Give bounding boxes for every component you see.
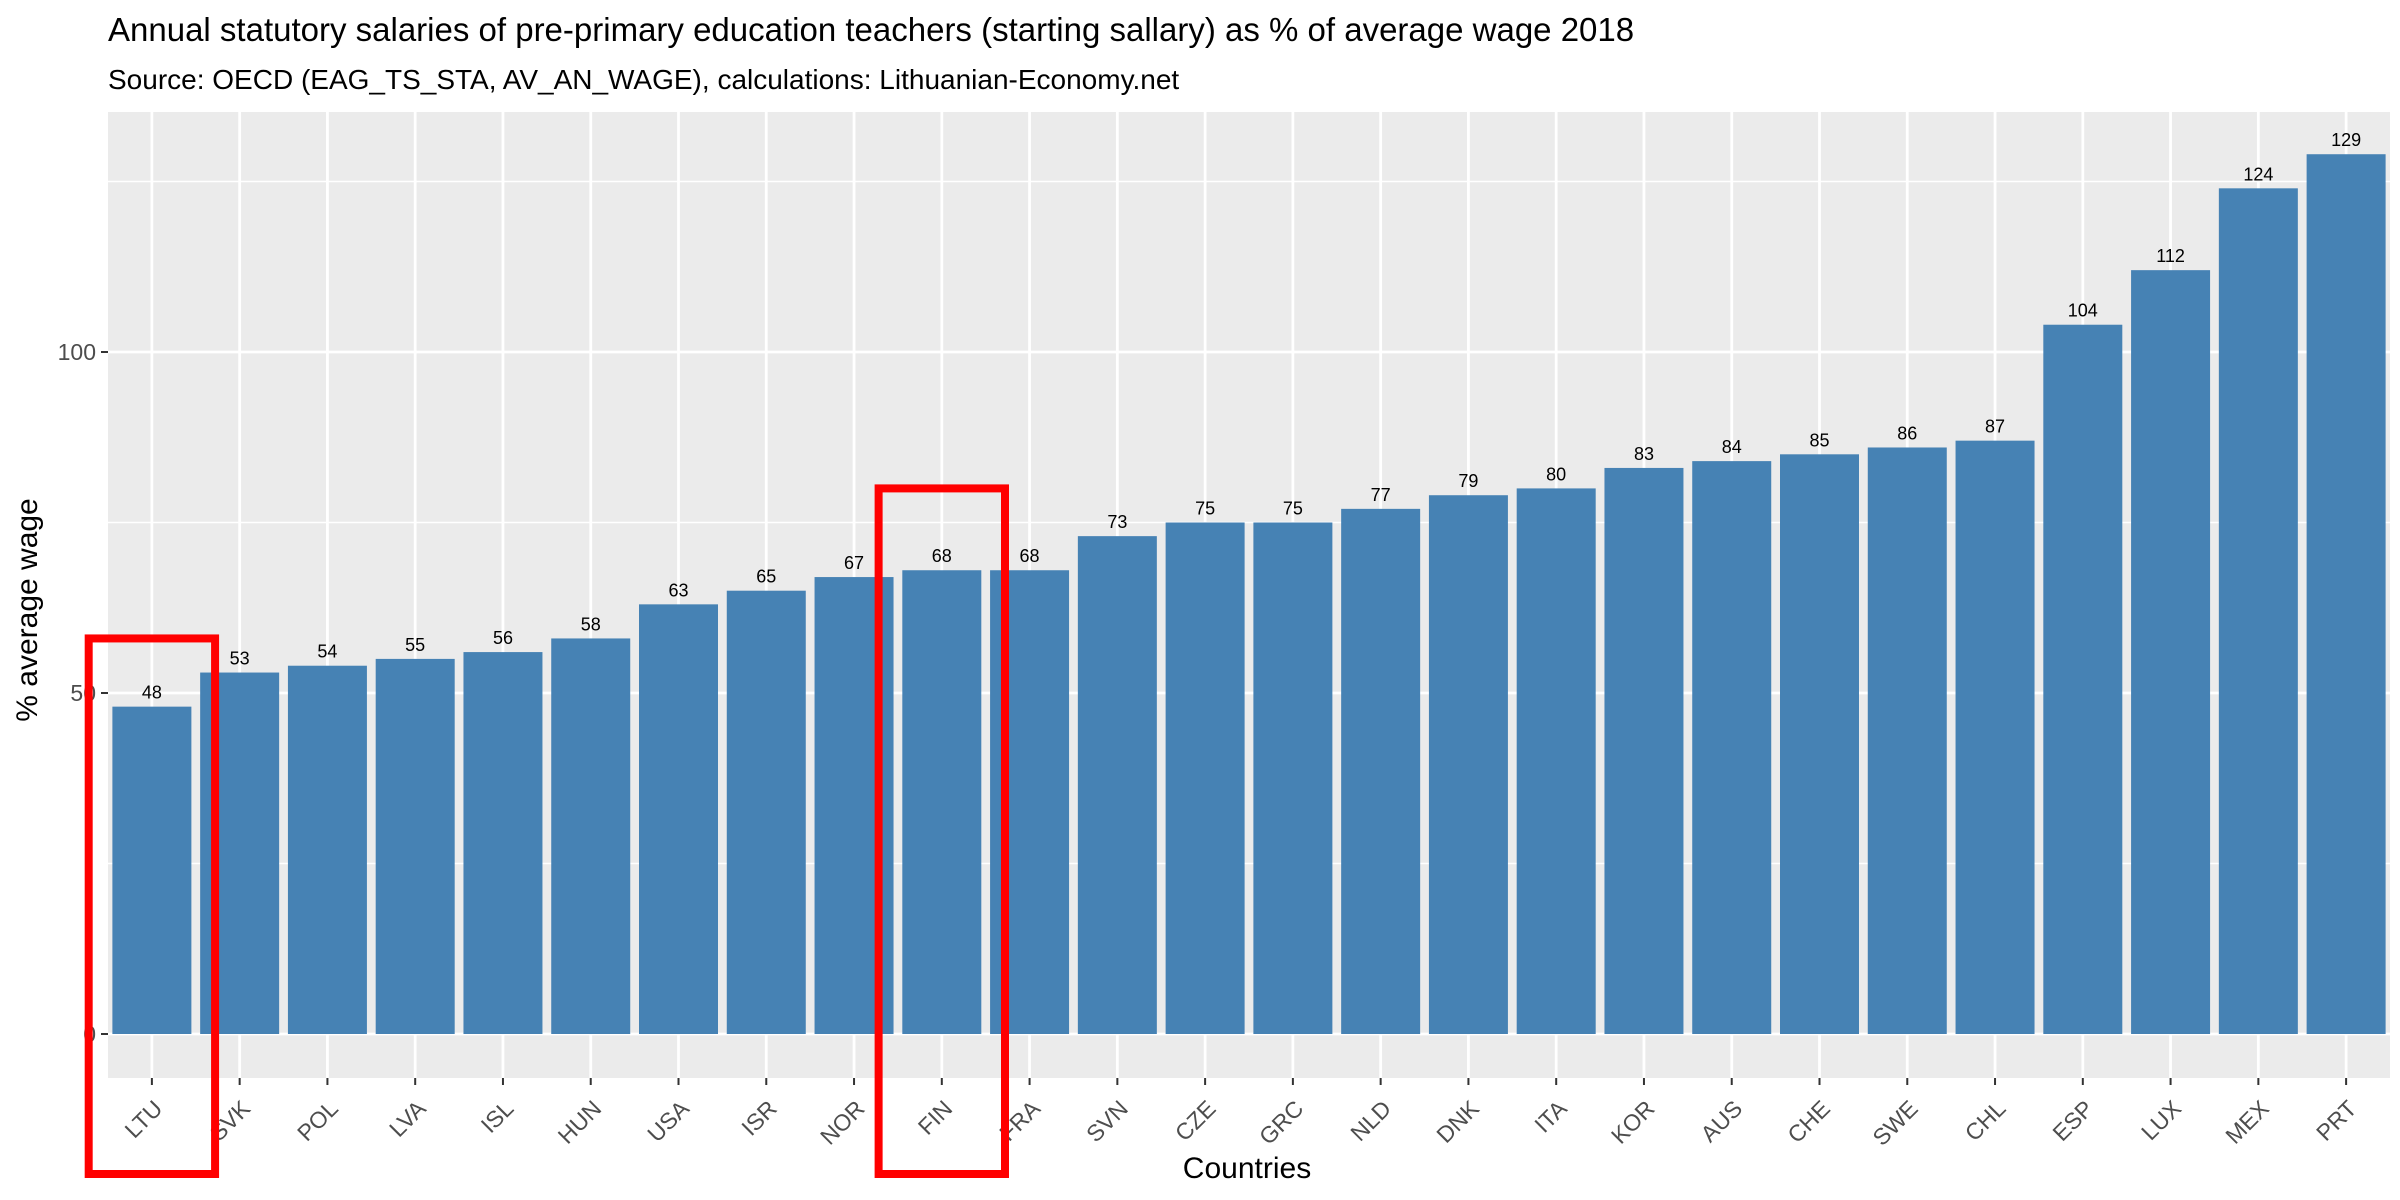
bar-label-usa: 63 — [668, 580, 688, 600]
bar-isr — [726, 590, 806, 1034]
bar-label-prt: 129 — [2331, 130, 2361, 150]
bar-label-mex: 124 — [2243, 164, 2273, 184]
bar-pol — [287, 665, 367, 1034]
chart-subtitle: Source: OECD (EAG_TS_STA, AV_AN_WAGE), c… — [108, 64, 1179, 95]
bar-label-fra: 68 — [1020, 546, 1040, 566]
x-tick-label-prt: PRT — [2311, 1095, 2362, 1146]
x-tick-label-mex: MEX — [2220, 1095, 2274, 1149]
bar-ita — [1516, 488, 1596, 1034]
x-tick-label-kor: KOR — [1606, 1095, 1660, 1149]
x-tick-label-swe: SWE — [1867, 1095, 1922, 1150]
x-tick-label-hun: HUN — [553, 1095, 607, 1149]
x-tick-label-grc: GRC — [1254, 1095, 1309, 1150]
bar-grc — [1253, 522, 1333, 1034]
bar-label-pol: 54 — [317, 642, 337, 662]
y-tick-label: 100 — [58, 339, 96, 365]
x-axis-title: Countries — [1183, 1152, 1311, 1185]
bar-label-kor: 83 — [1634, 444, 1654, 464]
bar-aus — [1692, 461, 1772, 1034]
x-tick-label-isl: ISL — [476, 1095, 519, 1138]
x-tick-label-chl: CHL — [1960, 1095, 2011, 1146]
x-tick-label-svn: SVN — [1081, 1095, 1133, 1147]
highlight-boxes — [84, 484, 1010, 1178]
bar-usa — [639, 604, 718, 1034]
bar-dnk — [1428, 495, 1508, 1035]
bar-label-esp: 104 — [2068, 301, 2098, 321]
bar-label-isl: 56 — [493, 628, 513, 648]
x-tick-label-lva: LVA — [384, 1095, 431, 1142]
bar-label-isr: 65 — [756, 567, 776, 587]
x-tick-label-usa: USA — [642, 1095, 694, 1147]
bar-label-grc: 75 — [1283, 499, 1303, 519]
x-tick-label-cze: CZE — [1170, 1095, 1221, 1146]
bar-hun — [551, 638, 631, 1034]
x-axis: LTU SVK POL LVA ISL HUN USA ISR NOR FIN FRA SVN CZE G… — [120, 1078, 2362, 1151]
chart-title: Annual statutory salaries of pre-primary… — [108, 11, 1634, 48]
bar-label-dnk: 79 — [1458, 471, 1478, 491]
x-tick-label-nor: NOR — [815, 1095, 870, 1150]
bar-label-svn: 73 — [1107, 512, 1127, 532]
bar-mex — [2218, 188, 2298, 1034]
bar-cze — [1165, 522, 1245, 1034]
x-tick-label-aus: AUS — [1695, 1095, 1747, 1147]
bar-label-ltu: 48 — [142, 683, 162, 703]
x-tick-label-isr: ISR — [736, 1095, 781, 1140]
bar-label-lva: 55 — [405, 635, 425, 655]
x-tick-label-ltu: LTU — [120, 1095, 168, 1143]
bar-chl — [1955, 440, 2035, 1034]
bar-label-che: 85 — [1809, 430, 1829, 450]
x-tick-label-nld: NLD — [1345, 1095, 1396, 1146]
bar-lva — [375, 658, 455, 1034]
bar-ltu — [112, 706, 192, 1034]
bar-label-svk: 53 — [230, 649, 250, 669]
x-tick-label-lux: LUX — [2136, 1095, 2186, 1145]
bar-kor — [1604, 467, 1684, 1034]
bar-che — [1780, 454, 1859, 1034]
bar-lux — [2131, 270, 2211, 1034]
x-tick-label-ita: ITA — [1529, 1095, 1572, 1138]
highlight-box-ltu — [84, 634, 220, 1178]
bar-data-labels: 48 53 54 55 56 58 63 65 67 68 68 73 75 75 77 79 80 83 84 85… — [142, 130, 2361, 702]
x-tick-label-pol: POL — [292, 1095, 343, 1146]
bar-label-nor: 67 — [844, 553, 864, 573]
bar-label-chl: 87 — [1985, 417, 2005, 437]
bar-label-hun: 58 — [581, 614, 601, 634]
bar-label-lux: 112 — [2156, 246, 2185, 266]
bar-esp — [2043, 324, 2123, 1035]
bar-label-nld: 77 — [1371, 485, 1391, 505]
bar-label-cze: 75 — [1195, 499, 1215, 519]
bar-label-swe: 86 — [1897, 423, 1917, 443]
y-axis-title: % average wage — [11, 498, 44, 721]
x-tick-label-che: CHE — [1782, 1095, 1835, 1148]
bar-fin — [902, 570, 982, 1034]
bar-nld — [1341, 508, 1421, 1034]
bar-label-ita: 80 — [1546, 464, 1566, 484]
bar-svn — [1077, 536, 1157, 1034]
bar-isl — [463, 652, 543, 1034]
bar-swe — [1867, 447, 1947, 1035]
bar-label-fin: 68 — [932, 546, 952, 566]
bar-prt — [2306, 154, 2386, 1035]
x-tick-label-esp: ESP — [2047, 1095, 2098, 1146]
highlight-box-fin — [874, 484, 1010, 1178]
x-tick-label-fin: FIN — [913, 1095, 958, 1140]
x-tick-label-dnk: DNK — [1431, 1095, 1484, 1148]
bar-label-aus: 84 — [1722, 437, 1742, 457]
